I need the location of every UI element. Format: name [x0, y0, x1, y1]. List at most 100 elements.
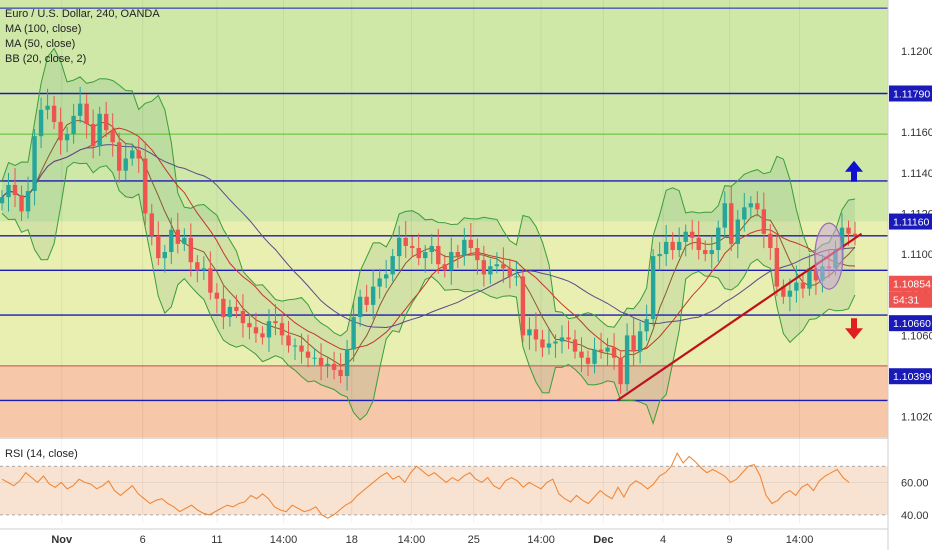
- candle-body[interactable]: [839, 227, 845, 251]
- candle-body[interactable]: [566, 337, 571, 340]
- candle-body[interactable]: [852, 233, 858, 236]
- candle-body[interactable]: [143, 158, 148, 214]
- candle-body[interactable]: [546, 343, 552, 348]
- candle-body[interactable]: [357, 296, 363, 318]
- candle-body[interactable]: [494, 264, 500, 267]
- candle-body[interactable]: [605, 347, 610, 352]
- candle-body[interactable]: [0, 197, 5, 204]
- candle-body[interactable]: [416, 247, 421, 259]
- candle-body[interactable]: [247, 323, 252, 328]
- candle-body[interactable]: [410, 245, 415, 248]
- candle-body[interactable]: [58, 121, 63, 141]
- candle-body[interactable]: [110, 130, 115, 143]
- candle-body[interactable]: [585, 357, 591, 364]
- candle-body[interactable]: [234, 306, 239, 311]
- candle-body[interactable]: [208, 268, 213, 293]
- ma100-legend[interactable]: MA (100, close): [5, 23, 82, 35]
- candle-body[interactable]: [423, 252, 428, 259]
- candle-body[interactable]: [488, 266, 493, 275]
- candle-body[interactable]: [201, 268, 207, 271]
- candle-body[interactable]: [455, 252, 461, 257]
- candle-body[interactable]: [449, 252, 454, 271]
- candle-body[interactable]: [25, 191, 31, 212]
- candle-body[interactable]: [331, 363, 337, 370]
- candle-body[interactable]: [761, 209, 767, 234]
- candle-body[interactable]: [755, 203, 760, 210]
- candle-body[interactable]: [227, 306, 233, 318]
- candle-body[interactable]: [663, 241, 669, 255]
- candle-body[interactable]: [436, 245, 441, 265]
- candle-body[interactable]: [592, 349, 597, 364]
- candle-body[interactable]: [462, 239, 467, 257]
- candle-body[interactable]: [846, 227, 851, 234]
- candle-body[interactable]: [273, 321, 278, 324]
- candle-body[interactable]: [84, 103, 89, 124]
- candle-body[interactable]: [800, 282, 806, 289]
- candle-body[interactable]: [136, 150, 141, 159]
- candle-body[interactable]: [722, 203, 727, 228]
- candle-body[interactable]: [188, 237, 194, 263]
- candle-body[interactable]: [279, 323, 285, 336]
- candle-body[interactable]: [794, 282, 799, 291]
- candle-body[interactable]: [117, 142, 122, 171]
- candle-body[interactable]: [403, 237, 408, 246]
- candle-body[interactable]: [735, 219, 740, 244]
- candle-body[interactable]: [45, 105, 50, 110]
- candle-body[interactable]: [748, 203, 754, 208]
- candle-body[interactable]: [709, 250, 714, 255]
- candle-body[interactable]: [514, 276, 519, 278]
- price-tag[interactable]: [889, 315, 932, 332]
- candle-body[interactable]: [162, 252, 167, 259]
- price-tag[interactable]: [889, 275, 932, 292]
- candle-body[interactable]: [260, 333, 265, 338]
- rsi-legend[interactable]: RSI (14, close): [5, 448, 78, 460]
- candle-body[interactable]: [729, 203, 734, 244]
- candle-body[interactable]: [51, 105, 57, 122]
- candle-body[interactable]: [325, 363, 330, 366]
- candle-body[interactable]: [676, 241, 682, 251]
- candle-body[interactable]: [781, 286, 786, 297]
- candle-body[interactable]: [650, 256, 656, 320]
- candle-body[interactable]: [214, 292, 220, 299]
- candle-body[interactable]: [475, 247, 480, 261]
- candle-body[interactable]: [774, 247, 780, 287]
- candle-body[interactable]: [807, 268, 812, 289]
- candle-body[interactable]: [618, 357, 623, 385]
- candle-body[interactable]: [97, 113, 102, 147]
- candle-body[interactable]: [286, 335, 291, 346]
- candle-body[interactable]: [768, 233, 773, 248]
- price-tag[interactable]: [889, 213, 932, 230]
- candle-body[interactable]: [559, 337, 565, 342]
- candle-body[interactable]: [696, 237, 701, 251]
- candle-body[interactable]: [305, 351, 311, 358]
- candle-body[interactable]: [64, 134, 70, 141]
- candle-body[interactable]: [533, 329, 539, 340]
- candle-body[interactable]: [364, 296, 369, 305]
- candle-body[interactable]: [481, 260, 487, 275]
- candle-body[interactable]: [396, 237, 402, 257]
- bb-legend[interactable]: BB (20, close, 2): [5, 53, 87, 65]
- candle-body[interactable]: [71, 115, 76, 135]
- candle-body[interactable]: [312, 357, 317, 359]
- candle-body[interactable]: [103, 113, 109, 131]
- candle-body[interactable]: [156, 235, 161, 259]
- candle-body[interactable]: [149, 213, 154, 236]
- candle-body[interactable]: [195, 262, 200, 271]
- candle-body[interactable]: [690, 231, 695, 238]
- candle-body[interactable]: [383, 274, 389, 279]
- candle-body[interactable]: [6, 184, 11, 198]
- candle-body[interactable]: [716, 227, 721, 251]
- candle-body[interactable]: [611, 347, 617, 358]
- candle-body[interactable]: [507, 268, 513, 277]
- candle-body[interactable]: [429, 245, 434, 253]
- candle-body[interactable]: [38, 109, 44, 137]
- candle-body[interactable]: [351, 317, 356, 350]
- candle-body[interactable]: [338, 369, 343, 377]
- candle-body[interactable]: [787, 290, 793, 297]
- candle-body[interactable]: [377, 278, 382, 287]
- candle-body[interactable]: [657, 254, 662, 257]
- candle-body[interactable]: [299, 345, 304, 352]
- candle-body[interactable]: [670, 241, 675, 251]
- candle-body[interactable]: [240, 310, 246, 324]
- candle-body[interactable]: [624, 335, 630, 385]
